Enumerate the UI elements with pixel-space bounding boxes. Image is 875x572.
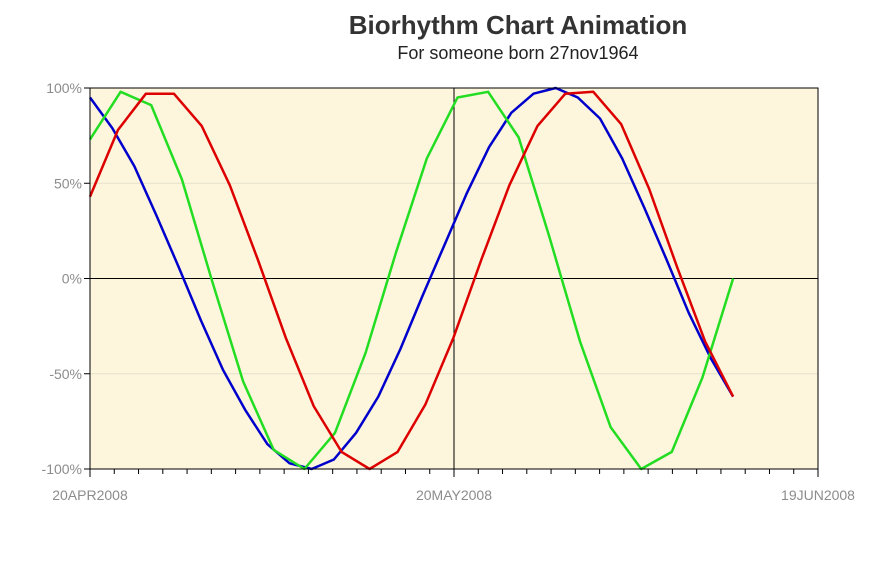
series-lines xyxy=(88,86,735,471)
y-tick-label: -50% xyxy=(49,366,82,382)
x-tick-label: 20APR2008 xyxy=(52,487,128,503)
axes xyxy=(84,87,819,477)
y-tick-label: 50% xyxy=(54,175,82,191)
chart-title: Biorhythm Chart Animation xyxy=(348,10,688,40)
y-tick-label: 100% xyxy=(46,80,82,96)
series-line-1 xyxy=(88,86,735,471)
x-tick-label: 20MAY2008 xyxy=(416,487,492,503)
y-tick-label: 0% xyxy=(62,271,82,287)
y-tick-label: -100% xyxy=(42,461,82,477)
chart-subtitle: For someone born 27nov1964 xyxy=(397,43,639,63)
x-tick-label: 19JUN2008 xyxy=(781,487,855,503)
tick-labels: 100% 50% 0% -50% -100% 20APR2008 20MAY2008 19JU… xyxy=(42,80,856,503)
series-line-2 xyxy=(88,90,735,471)
series-line-3 xyxy=(88,90,735,471)
